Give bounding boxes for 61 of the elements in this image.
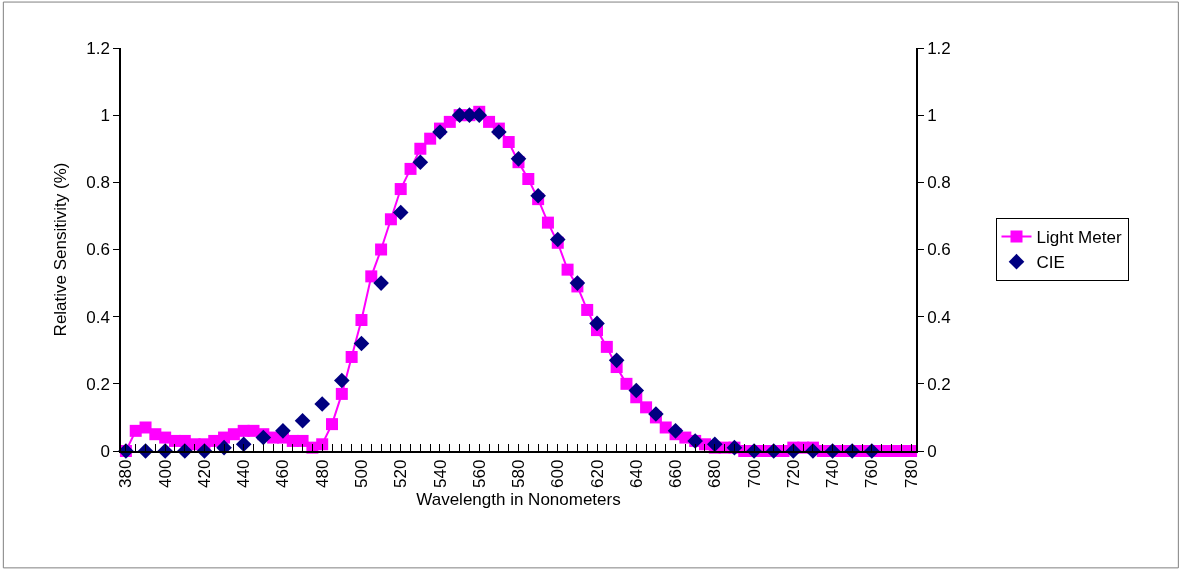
x-tick-label: 440	[234, 459, 254, 488]
point	[255, 429, 272, 446]
y-tick-label: 1.2	[86, 38, 110, 58]
x-tick-label: 480	[312, 459, 332, 488]
point	[412, 154, 429, 170]
point	[353, 335, 370, 352]
point	[294, 412, 311, 429]
x-tick-label: 660	[666, 459, 686, 488]
legend-label: Light Meter	[1036, 228, 1122, 248]
x-tick-label: 720	[783, 459, 803, 488]
point	[491, 124, 507, 140]
point	[707, 436, 723, 453]
x-tick-label: 520	[391, 459, 411, 488]
x-tick-label: 760	[862, 459, 882, 488]
point	[667, 423, 684, 439]
x-tick-label: 580	[509, 459, 529, 488]
point	[510, 151, 527, 167]
point	[235, 436, 252, 453]
y2-tick-label: 0.8	[927, 173, 951, 193]
y-tick-label: 0.8	[86, 173, 110, 193]
point	[432, 124, 448, 140]
x-tick-label: 380	[116, 459, 136, 488]
y2-tick-label: 1	[927, 106, 937, 126]
y2-tick-label: 0	[927, 441, 937, 461]
x-tick-label: 540	[430, 459, 450, 488]
point	[373, 275, 389, 291]
y-tick-label: 0	[100, 441, 110, 461]
point	[549, 231, 566, 248]
x-tick-label: 620	[587, 459, 607, 488]
legend-label: CIE	[1036, 253, 1065, 273]
point	[589, 315, 605, 332]
y-axis-title: Relative Sensitivity (%)	[51, 162, 71, 337]
y2-tick-label: 0.4	[927, 307, 951, 327]
x-tick-label: 740	[823, 459, 843, 488]
x-tick-label: 420	[194, 459, 214, 488]
x-tick-label: 680	[705, 459, 725, 488]
y-tick-label: 1	[100, 106, 110, 126]
point	[569, 275, 586, 291]
point	[608, 352, 625, 369]
y-tick-label: 0.2	[86, 374, 110, 394]
x-tick-label: 640	[626, 459, 646, 488]
point	[648, 406, 664, 422]
point	[314, 396, 330, 412]
y2-tick-label: 1.2	[927, 38, 951, 58]
point	[392, 204, 409, 221]
x-tick-label: 560	[469, 459, 489, 488]
point	[628, 382, 645, 399]
x-axis-title: Wavelength in Nonometers	[416, 489, 621, 509]
x-tick-label: 700	[744, 459, 764, 488]
point	[530, 187, 546, 204]
x-tick-label: 400	[155, 459, 175, 488]
x-tick-label: 600	[548, 459, 568, 488]
point	[334, 372, 350, 389]
y-tick-label: 0.6	[86, 240, 110, 260]
x-tick-label: 500	[351, 459, 371, 488]
y2-tick-label: 0.2	[927, 374, 951, 394]
x-tick-label: 780	[901, 459, 921, 488]
y2-tick-label: 0.6	[927, 240, 951, 260]
y-tick-label: 0.4	[86, 307, 110, 327]
point	[275, 423, 291, 439]
x-tick-label: 460	[273, 459, 293, 488]
